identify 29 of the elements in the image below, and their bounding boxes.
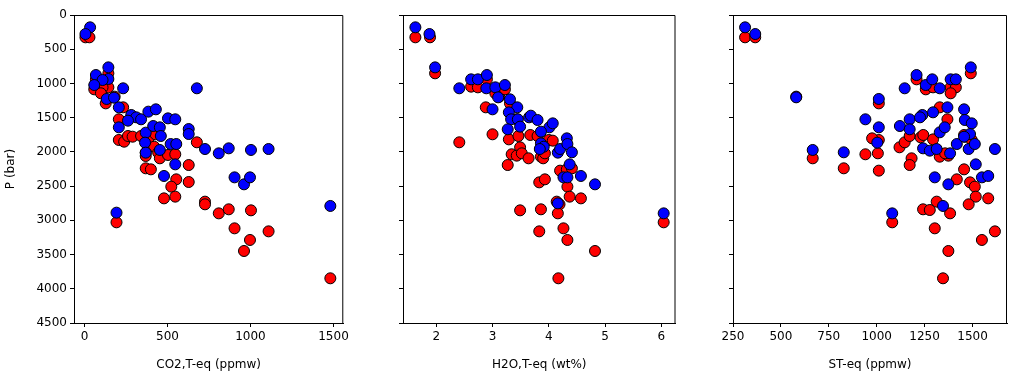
x-tick-label: 6: [657, 329, 666, 344]
y-tick-label: 1000: [36, 75, 67, 90]
y-tick-label: 4500: [36, 315, 67, 330]
x-tick-label: 0: [80, 329, 89, 344]
x-axis-title: CO2,T-eq (ppmw): [156, 356, 262, 371]
x-tick-label: 1000: [861, 329, 892, 344]
x-axis-title: H2O,T-eq (wt%): [491, 356, 587, 371]
x-tick-label: 250: [721, 329, 745, 344]
x-tick-label: 2: [432, 329, 441, 344]
x-tick-label: 1250: [909, 329, 940, 344]
y-tick-label: 2500: [36, 178, 67, 193]
x-tick-label: 1500: [957, 329, 988, 344]
x-tick-label: 500: [769, 329, 793, 344]
x-tick-label: 750: [817, 329, 841, 344]
y-tick-label: 0: [59, 7, 67, 22]
y-tick-label: 2000: [36, 144, 67, 159]
y-axis-title: P (bar): [3, 148, 18, 190]
y-tick-label: 3000: [36, 212, 67, 227]
x-tick-label: 5: [601, 329, 609, 344]
y-tick-label: 1500: [36, 109, 67, 124]
y-tick-label: 3500: [36, 246, 67, 261]
y-tick-label: 500: [44, 41, 67, 56]
y-tick-label: 4000: [36, 280, 67, 295]
x-tick-label: 4: [545, 329, 553, 344]
x-tick-label: 1500: [318, 329, 349, 344]
x-tick-label: 500: [156, 329, 179, 344]
x-tick-label: 1000: [235, 329, 266, 344]
x-tick-label: 3: [488, 329, 497, 344]
x-axis-title: ST-eq (ppmw): [828, 356, 912, 371]
